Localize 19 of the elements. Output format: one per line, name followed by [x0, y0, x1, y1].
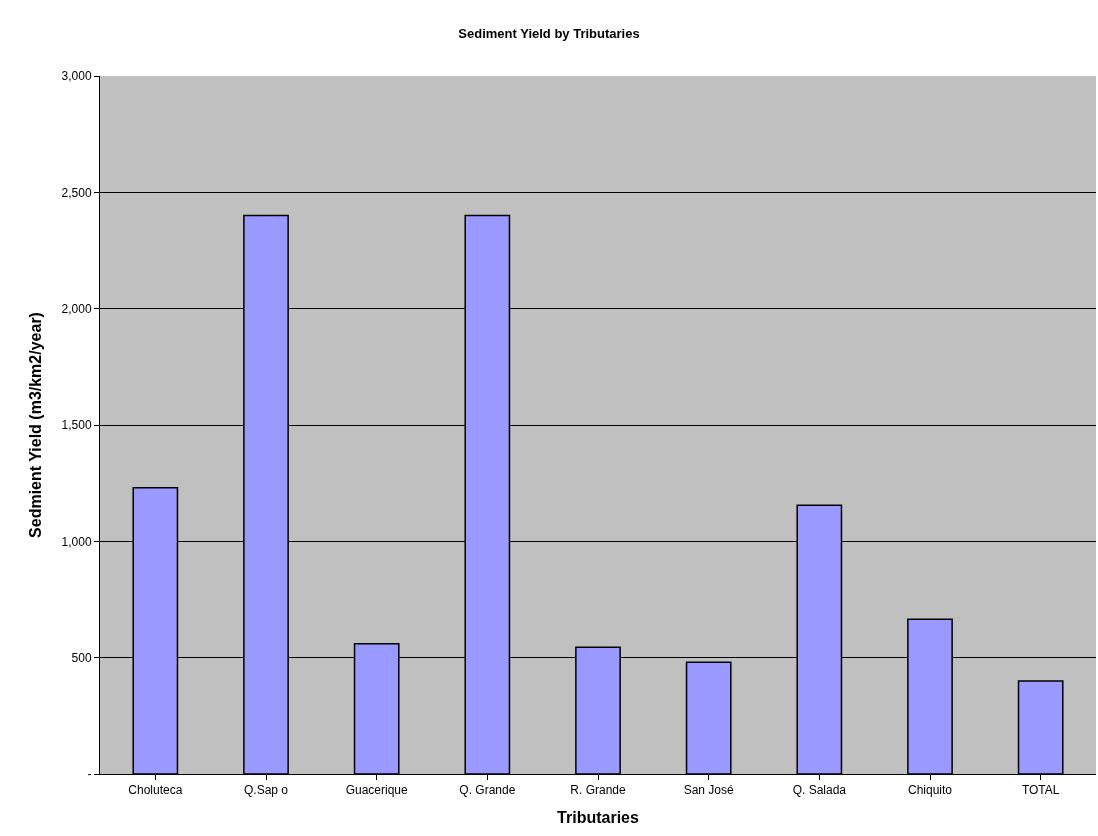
x-tick-label: TOTAL [1021, 783, 1060, 798]
y-tick-label: 2,000 [61, 301, 92, 316]
chart-title: Sediment Yield by Tributaries [458, 26, 640, 42]
x-tick-label: Q. Grande [459, 783, 516, 798]
x-tick-label: Chiquito [907, 783, 953, 798]
y-tick-label: 2,500 [61, 185, 92, 200]
x-tick-label: Q.Sap o [243, 783, 289, 798]
y-tick-label: 500 [71, 650, 92, 665]
x-tick-label: Q. Salada [792, 783, 847, 798]
x-tick-label: Choluteca [128, 783, 183, 798]
y-tick-label: 1,000 [61, 534, 92, 549]
y-tick-label: - [87, 767, 92, 782]
x-tick-label: R. Grande [570, 783, 627, 798]
y-tick-label: 1,500 [61, 418, 92, 433]
y-axis-title: Sedmient Yield (m3/km2/year) [27, 312, 45, 538]
x-tick-label: San José [683, 783, 735, 798]
x-axis-title: Tributaries [557, 809, 639, 827]
y-tick-label: 3,000 [61, 69, 92, 84]
x-tick-label: Guacerique [345, 783, 409, 798]
